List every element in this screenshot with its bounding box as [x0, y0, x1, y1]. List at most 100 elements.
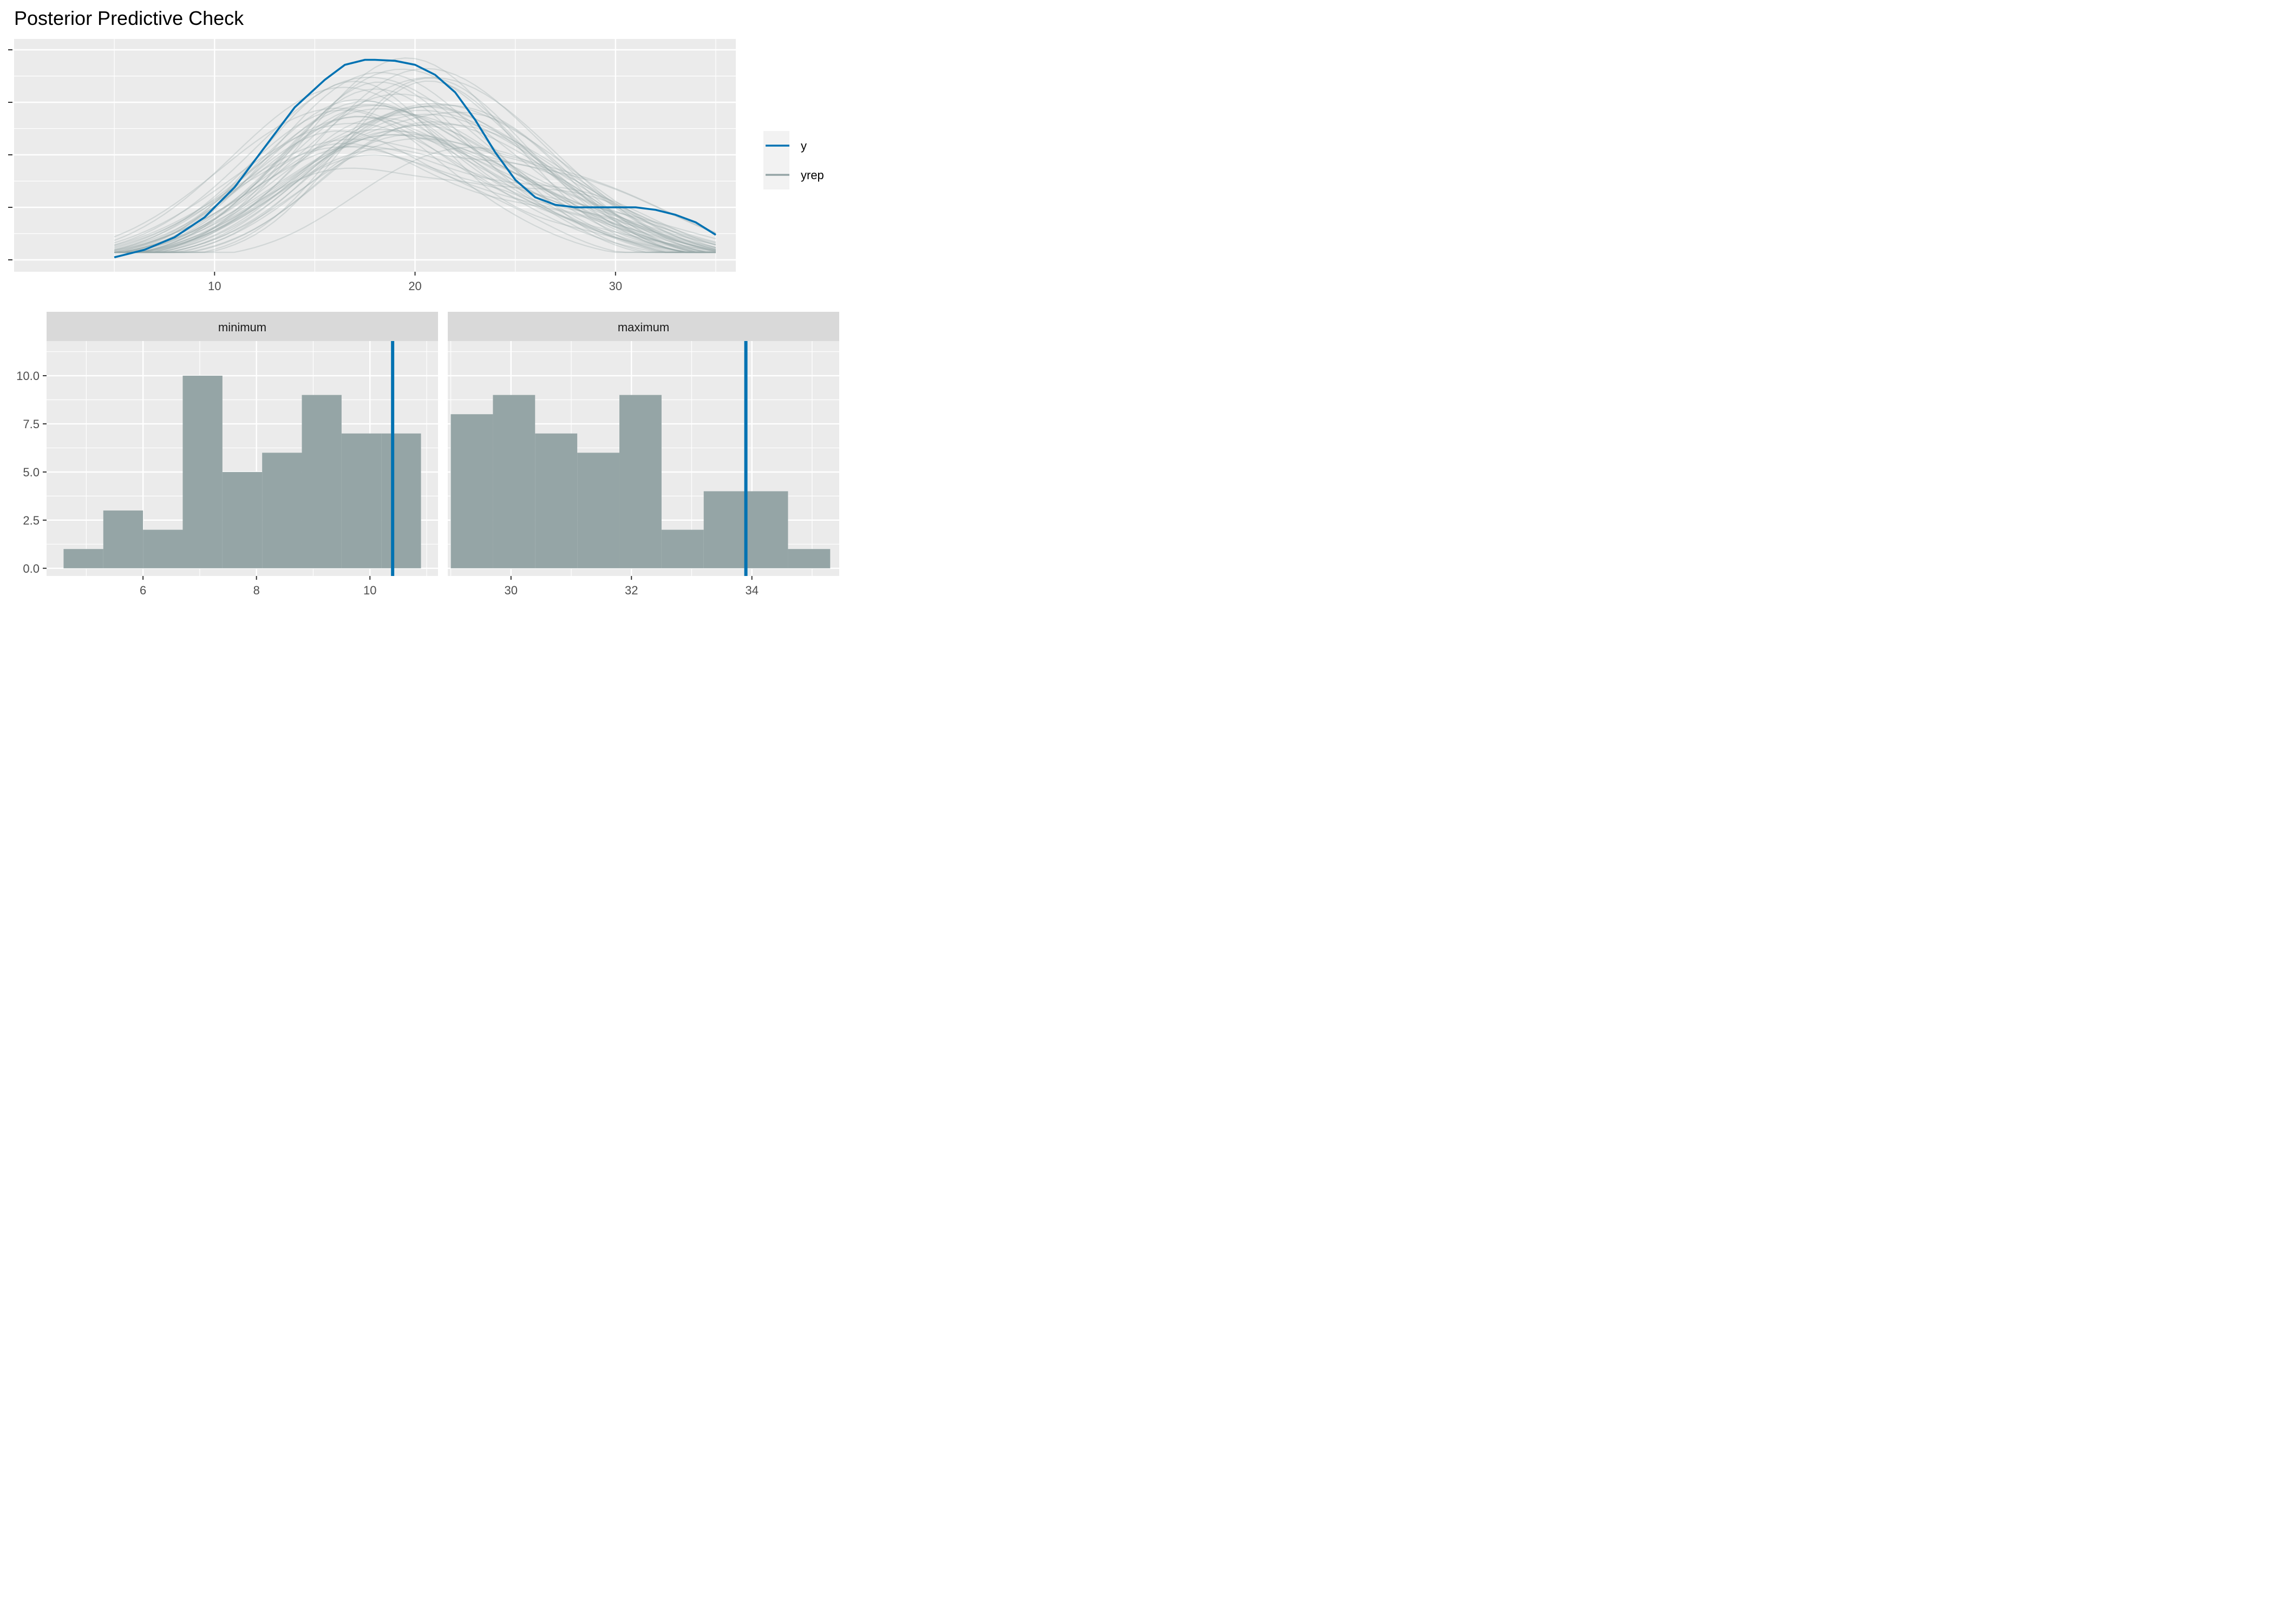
yrep-draw-line — [114, 68, 716, 253]
yrep-draw-line — [114, 57, 716, 253]
yrep-draw-line — [114, 76, 716, 253]
x-tick-label: 20 — [408, 279, 421, 293]
histogram-bar — [222, 472, 263, 568]
histogram-bar — [262, 453, 302, 568]
y-tick-label: 10.0 — [16, 369, 40, 383]
yrep-draw-line — [114, 113, 716, 253]
yrep-draw-line — [114, 116, 716, 253]
yrep-draw-line — [114, 130, 716, 253]
x-tick-label: 34 — [745, 584, 758, 597]
y-tick-label: 7.5 — [23, 417, 40, 431]
yrep-draw-line — [114, 105, 716, 253]
yrep-draw-line — [114, 81, 716, 253]
histogram-bar — [535, 433, 578, 568]
yrep-draw-line — [114, 122, 716, 253]
histogram-bar — [381, 433, 421, 568]
yrep-draw-line — [114, 76, 716, 253]
minimum-axes: 6 8 10 0.0 2.5 5.0 7.5 10.0 — [16, 369, 376, 597]
yrep-draw-line — [114, 142, 716, 253]
yrep-draw-line — [114, 145, 716, 252]
legend-key-background — [763, 131, 789, 189]
yrep-draw-line — [114, 114, 716, 253]
yrep-draw-line — [114, 103, 716, 253]
x-tick-label: 6 — [140, 584, 146, 597]
y-tick-label: 5.0 — [23, 466, 40, 479]
yrep-draw-line — [114, 148, 716, 253]
histogram-bar — [103, 510, 143, 568]
maximum-facet: maximum 30 32 34 — [448, 312, 839, 597]
yrep-draw-line — [114, 93, 716, 253]
density-panel: 10 20 30 — [8, 39, 736, 293]
minimum-strip — [47, 312, 438, 341]
y-tick-label: 2.5 — [23, 514, 40, 527]
posterior-predictive-figure: Posterior Predictive Check 10 20 30 y yrep… — [8, 7, 839, 597]
maximum-strip — [448, 312, 839, 341]
yrep-draw-line — [114, 138, 716, 253]
yrep-draw-line — [114, 138, 716, 253]
yrep-draw-line — [114, 128, 716, 253]
yrep-draw-line — [114, 167, 716, 253]
yrep-draw-line — [114, 107, 716, 253]
histogram-bar — [577, 453, 620, 568]
yrep-draw-line — [114, 77, 716, 253]
yrep-draw-line — [114, 88, 716, 253]
histogram-bar — [661, 529, 704, 568]
x-tick-label: 32 — [625, 584, 638, 597]
histogram-bar — [746, 491, 788, 568]
y-tick-label: 0.0 — [23, 562, 40, 575]
histogram-bar — [341, 433, 382, 568]
yrep-draw-line — [114, 99, 716, 253]
yrep-draw-line — [114, 71, 716, 253]
maximum-strip-label: maximum — [618, 320, 669, 334]
yrep-density-lines — [114, 57, 716, 253]
yrep-draw-line — [114, 134, 716, 253]
yrep-draw-line — [114, 134, 716, 253]
histogram-bar — [450, 414, 493, 568]
yrep-draw-line — [114, 147, 716, 253]
yrep-draw-line — [114, 115, 716, 253]
histogram-bar — [493, 395, 535, 568]
yrep-draw-line — [114, 124, 716, 253]
yrep-draw-line — [114, 112, 716, 253]
yrep-draw-line — [114, 109, 716, 253]
histogram-bar — [703, 491, 746, 568]
yrep-draw-line — [114, 80, 716, 253]
yrep-draw-line — [114, 121, 716, 253]
histogram-bar — [788, 549, 831, 568]
histogram-bar — [143, 529, 183, 568]
minimum-facet: minimum 6 8 10 0.0 2.5 5.0 7.5 10.0 — [16, 312, 438, 597]
legend: y yrep — [763, 131, 824, 189]
density-axes: 10 20 30 — [8, 49, 622, 293]
minimum-histogram-bars — [63, 376, 421, 568]
histogram-bar — [63, 549, 103, 568]
histogram-bar — [182, 376, 223, 568]
histogram-bar — [302, 395, 342, 568]
yrep-draw-line — [114, 109, 716, 253]
x-tick-label: 30 — [505, 584, 518, 597]
yrep-draw-line — [114, 104, 716, 253]
x-tick-label: 8 — [253, 584, 260, 597]
maximum-histogram-bars — [450, 395, 831, 568]
yrep-draw-line — [114, 106, 716, 253]
yrep-draw-line — [114, 87, 716, 252]
histogram-bar — [619, 395, 662, 568]
x-tick-label: 10 — [363, 584, 376, 597]
yrep-draw-line — [114, 146, 716, 251]
yrep-draw-line — [114, 81, 716, 253]
x-tick-label: 10 — [208, 279, 221, 293]
y-density-line — [114, 58, 716, 259]
yrep-draw-line — [114, 123, 716, 253]
chart-title: Posterior Predictive Check — [14, 7, 244, 29]
legend-label-y: y — [801, 139, 807, 153]
minimum-strip-label: minimum — [218, 320, 266, 334]
yrep-draw-line — [114, 104, 716, 252]
yrep-draw-line — [114, 104, 716, 253]
density-gridlines — [14, 39, 736, 272]
maximum-axes: 30 32 34 — [505, 576, 759, 597]
yrep-draw-line — [114, 154, 716, 253]
x-tick-label: 30 — [609, 279, 622, 293]
yrep-draw-line — [114, 117, 716, 253]
y-density-line-group — [114, 58, 716, 259]
yrep-draw-line — [114, 134, 716, 253]
legend-label-yrep: yrep — [801, 168, 824, 182]
